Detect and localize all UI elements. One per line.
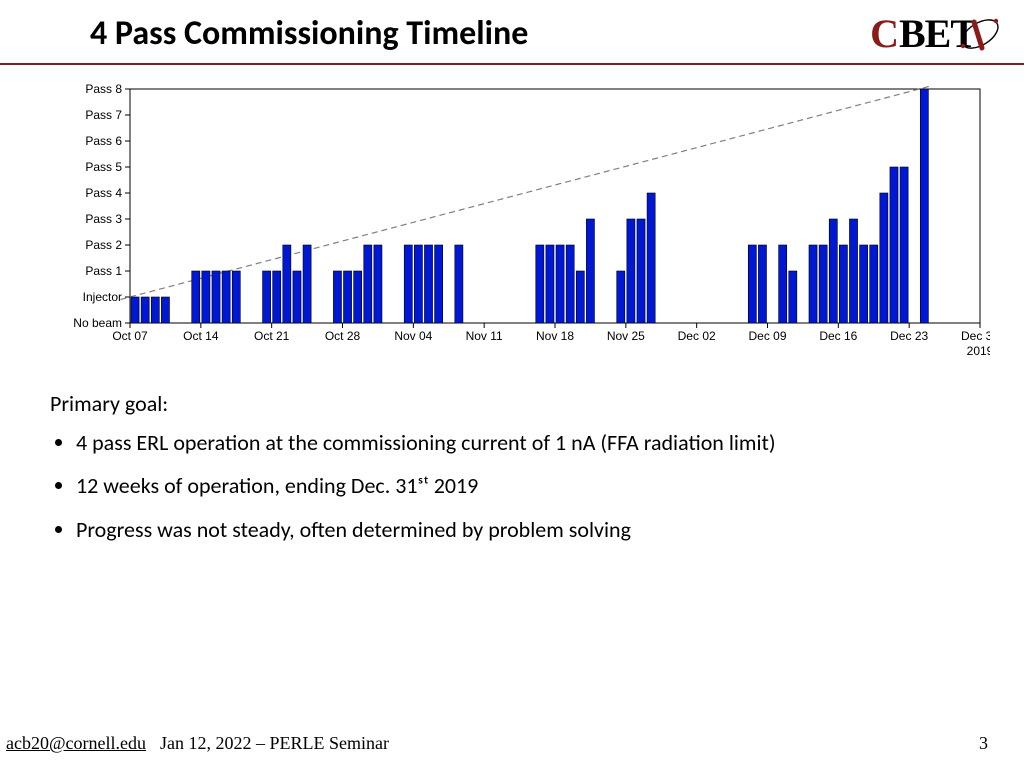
svg-text:Oct 21: Oct 21	[254, 329, 290, 343]
body-heading: Primary goal:	[50, 386, 974, 421]
cbeta-logo: C BET	[870, 10, 1004, 57]
svg-text:Pass 4: Pass 4	[85, 186, 122, 200]
footer-email[interactable]: acb20@cornell.edu	[6, 733, 146, 754]
svg-text:Oct 07: Oct 07	[112, 329, 148, 343]
svg-text:Dec 09: Dec 09	[748, 329, 786, 343]
svg-text:Pass 6: Pass 6	[85, 134, 122, 148]
svg-text:Pass 2: Pass 2	[85, 238, 122, 252]
svg-text:Nov 04: Nov 04	[394, 329, 432, 343]
svg-text:No beam: No beam	[73, 316, 122, 330]
page-title: 4 Pass Commissioning Timeline	[90, 13, 528, 54]
header-rule	[0, 63, 1024, 65]
footer-info: Jan 12, 2022 – PERLE Seminar	[160, 733, 389, 754]
bullet-item: Progress was not steady, often determine…	[76, 512, 974, 547]
svg-text:Oct 14: Oct 14	[183, 329, 219, 343]
svg-text:Injector: Injector	[83, 290, 122, 304]
svg-text:Pass 5: Pass 5	[85, 160, 122, 174]
svg-text:Nov 11: Nov 11	[466, 329, 503, 343]
svg-text:Dec 02: Dec 02	[678, 329, 716, 343]
slide: 4 Pass Commissioning Timeline C BET No b…	[0, 0, 1024, 768]
page-number: 3	[979, 733, 988, 754]
svg-text:Dec 16: Dec 16	[819, 329, 857, 343]
logo-swoosh-icon	[960, 12, 1006, 54]
body-text: Primary goal: 4 pass ERL operation at th…	[50, 386, 974, 547]
svg-text:2019: 2019	[967, 344, 990, 358]
svg-text:Dec 30: Dec 30	[961, 329, 990, 343]
svg-text:Pass 3: Pass 3	[85, 212, 122, 226]
svg-text:Dec 23: Dec 23	[890, 329, 928, 343]
chart-svg: No beam Injector Pass 1 Pass 2 Pass 3 Pass 4 P…	[60, 79, 990, 359]
header: 4 Pass Commissioning Timeline C BET	[0, 0, 1024, 57]
svg-text:Nov 25: Nov 25	[607, 329, 645, 343]
svg-text:Oct 28: Oct 28	[325, 329, 361, 343]
svg-text:Pass 1: Pass 1	[85, 264, 122, 278]
footer-left: acb20@cornell.edu Jan 12, 2022 – PERLE S…	[6, 733, 389, 754]
svg-text:Pass 8: Pass 8	[85, 82, 122, 96]
svg-text:Pass 7: Pass 7	[85, 108, 122, 122]
svg-text:Nov 18: Nov 18	[536, 329, 574, 343]
bullet-list: 4 pass ERL operation at the commissionin…	[76, 425, 974, 547]
bullet-item: 12 weeks of operation, ending Dec. 31ˢᵗ …	[76, 468, 974, 503]
footer: acb20@cornell.edu Jan 12, 2022 – PERLE S…	[0, 733, 1024, 754]
bullet-item: 4 pass ERL operation at the commissionin…	[76, 425, 974, 460]
timeline-chart: No beam Injector Pass 1 Pass 2 Pass 3 Pass 4 P…	[60, 79, 994, 364]
logo-letter-c: C	[870, 10, 899, 57]
